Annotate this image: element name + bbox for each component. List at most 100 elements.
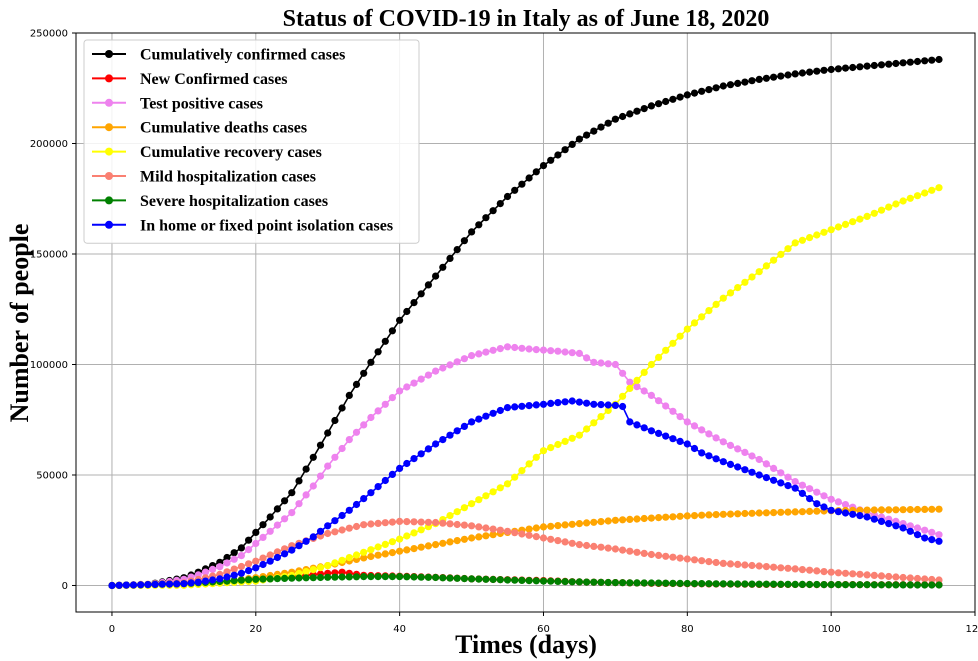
- data-point: [324, 522, 332, 530]
- data-point: [345, 391, 353, 399]
- data-point: [338, 526, 346, 534]
- data-point: [935, 505, 943, 513]
- data-point: [568, 434, 576, 442]
- data-point: [662, 346, 670, 354]
- data-point: [870, 61, 878, 70]
- data-point: [525, 345, 533, 353]
- data-point: [755, 562, 763, 570]
- data-point: [935, 184, 943, 192]
- data-point: [237, 569, 245, 577]
- data-point: [798, 236, 807, 244]
- data-point: [345, 436, 353, 444]
- data-point: [885, 60, 893, 68]
- data-point: [755, 455, 763, 464]
- data-point: [345, 524, 353, 532]
- data-point: [316, 472, 325, 480]
- data-point: [820, 568, 828, 576]
- y-tick-label: 250000: [30, 29, 68, 40]
- data-point: [518, 530, 526, 538]
- data-point: [698, 313, 706, 321]
- data-point: [647, 102, 656, 110]
- data-point: [633, 421, 641, 429]
- data-point: [690, 422, 699, 430]
- data-point: [590, 518, 598, 526]
- data-point: [669, 407, 677, 415]
- data-point: [381, 540, 389, 549]
- data-point: [223, 553, 231, 562]
- legend-item: Test positive cases: [92, 95, 263, 112]
- data-point: [352, 500, 361, 509]
- data-point: [482, 214, 490, 222]
- data-point: [676, 579, 684, 588]
- data-point: [762, 563, 771, 571]
- data-point: [590, 419, 598, 427]
- data-point: [604, 544, 612, 552]
- data-point: [690, 580, 699, 588]
- data-point: [583, 354, 591, 362]
- data-point: [489, 531, 497, 539]
- data-point: [489, 409, 497, 417]
- data-point: [583, 578, 591, 586]
- data-point: [388, 470, 396, 478]
- data-point: [863, 62, 871, 70]
- data-point: [777, 72, 785, 80]
- data-point: [381, 550, 389, 558]
- data-point: [741, 278, 749, 286]
- data-point: [345, 506, 353, 514]
- legend-swatch-marker: [105, 74, 113, 83]
- data-point: [453, 427, 461, 435]
- data-point: [496, 484, 504, 492]
- data-point: [806, 495, 814, 503]
- data-point: [633, 515, 641, 523]
- data-point: [849, 218, 857, 226]
- data-point: [108, 581, 116, 590]
- data-point: [288, 489, 296, 497]
- data-point: [590, 127, 598, 135]
- data-point: [892, 59, 900, 68]
- data-point: [367, 489, 375, 497]
- data-point: [539, 577, 548, 585]
- data-point: [496, 406, 504, 415]
- data-point: [863, 212, 871, 220]
- data-point: [777, 469, 785, 477]
- data-point: [719, 82, 727, 90]
- data-point: [647, 391, 656, 399]
- data-point: [230, 549, 238, 557]
- data-point: [252, 557, 260, 565]
- data-point: [906, 581, 914, 589]
- data-point: [870, 581, 878, 589]
- data-point: [806, 507, 814, 515]
- data-point: [575, 520, 584, 528]
- data-point: [762, 460, 771, 468]
- data-point: [446, 520, 454, 528]
- data-point: [331, 416, 339, 425]
- data-point: [705, 580, 713, 588]
- data-point: [237, 544, 245, 552]
- data-point: [863, 571, 871, 579]
- data-point: [590, 542, 598, 551]
- data-point: [885, 572, 893, 581]
- data-point: [798, 566, 807, 574]
- data-point: [655, 100, 663, 108]
- legend-swatch-marker: [105, 123, 113, 132]
- data-point: [511, 403, 519, 411]
- data-point: [791, 239, 799, 247]
- data-point: [561, 348, 569, 356]
- data-point: [496, 526, 504, 534]
- data-point: [223, 573, 231, 581]
- data-point: [712, 434, 720, 442]
- data-point: [266, 557, 274, 565]
- data-point: [374, 573, 382, 581]
- data-point: [302, 574, 310, 582]
- data-point: [475, 523, 483, 531]
- data-point: [762, 262, 771, 270]
- data-point: [662, 97, 670, 106]
- data-point: [230, 565, 238, 573]
- data-point: [173, 580, 181, 588]
- data-point: [316, 441, 325, 449]
- data-point: [921, 575, 929, 583]
- data-point: [698, 426, 706, 434]
- legend-label: Cumulative recovery cases: [140, 144, 322, 161]
- data-point: [554, 399, 562, 407]
- data-point: [151, 580, 159, 589]
